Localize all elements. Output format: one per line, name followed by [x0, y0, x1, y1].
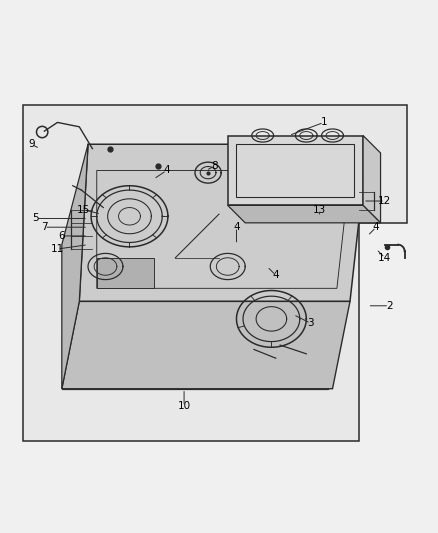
Text: 7: 7 [41, 222, 48, 232]
Polygon shape [62, 144, 88, 389]
Text: 4: 4 [163, 165, 170, 175]
Text: 10: 10 [177, 401, 191, 411]
Polygon shape [97, 258, 153, 288]
Text: 4: 4 [272, 270, 279, 280]
Polygon shape [79, 144, 367, 302]
Text: 1: 1 [321, 117, 327, 127]
Polygon shape [62, 302, 350, 389]
Text: 8: 8 [211, 161, 218, 171]
Text: 5: 5 [32, 214, 39, 223]
Text: 3: 3 [307, 318, 314, 328]
Text: 13: 13 [313, 205, 326, 215]
Polygon shape [228, 135, 363, 205]
Text: 9: 9 [28, 139, 35, 149]
Text: 15: 15 [77, 205, 90, 215]
Text: 14: 14 [378, 253, 392, 263]
Text: 4: 4 [373, 222, 379, 232]
Polygon shape [363, 135, 381, 223]
Text: 4: 4 [233, 222, 240, 232]
Text: 11: 11 [51, 244, 64, 254]
Polygon shape [22, 105, 407, 441]
Text: 12: 12 [378, 196, 392, 206]
Polygon shape [62, 332, 328, 389]
Text: 6: 6 [59, 231, 65, 241]
Text: 2: 2 [386, 301, 392, 311]
Polygon shape [228, 205, 381, 223]
